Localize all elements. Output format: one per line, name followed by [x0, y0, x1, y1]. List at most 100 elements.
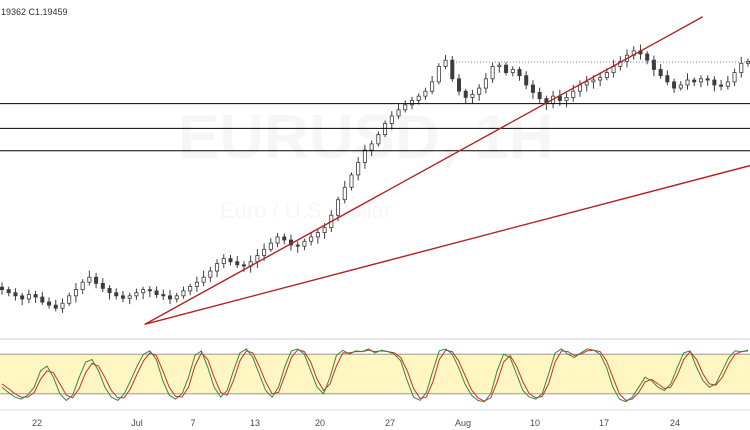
candle-body [26, 294, 31, 300]
candle [255, 249, 260, 268]
time-tick-label: 24 [670, 418, 680, 428]
candle [719, 79, 724, 91]
candle-body [356, 162, 361, 176]
candle-body [100, 283, 105, 289]
candle-body [40, 296, 45, 303]
candle [698, 75, 703, 88]
candle [228, 254, 233, 266]
candle [268, 238, 273, 252]
stoch-band [0, 354, 750, 394]
candle [215, 259, 220, 278]
candle-body [658, 69, 663, 77]
candle-body [208, 270, 213, 278]
candle [87, 270, 92, 286]
candle-body [598, 77, 603, 81]
stoch-d-line [1, 349, 749, 402]
candle-body [504, 64, 509, 73]
candle-body [295, 244, 300, 247]
candle-body [174, 295, 179, 300]
candle [477, 84, 482, 101]
candle-body [141, 289, 146, 294]
candle [174, 292, 179, 303]
time-axis[interactable]: 22 Jul 7 13 20 27 Aug 10 17 24 [0, 409, 750, 428]
candle [443, 55, 448, 70]
candle [309, 231, 314, 246]
candlestick-series [0, 44, 750, 313]
candle-body [33, 294, 38, 298]
candle-body [161, 294, 166, 297]
candle-body [0, 286, 4, 291]
candle-body [430, 81, 435, 92]
candle-body [336, 199, 341, 216]
candle-body [67, 295, 72, 304]
stochastic-pane[interactable] [0, 348, 750, 403]
candle [107, 285, 112, 300]
symbol-watermark: EURUSD, 1H Euro / U.S. Dollar [178, 103, 554, 223]
candle-body [443, 59, 448, 67]
candle [20, 293, 25, 306]
candle-body [537, 92, 542, 100]
candle [403, 100, 408, 113]
candle-body [383, 123, 388, 136]
candle-body [221, 258, 226, 264]
candle [537, 87, 542, 103]
candle [188, 283, 193, 296]
candle-body [665, 75, 670, 83]
candle-body [302, 240, 307, 247]
candle-body [268, 242, 273, 250]
time-tick-label: 20 [315, 418, 325, 428]
candle-body [463, 90, 468, 98]
candle [26, 289, 31, 304]
candle-body [403, 104, 408, 111]
candle-body [315, 232, 320, 238]
candle-body [255, 255, 260, 263]
candle-body [645, 53, 650, 61]
candle-body [524, 75, 529, 86]
candle [584, 75, 589, 92]
candle [665, 70, 670, 86]
time-tick-label: 13 [250, 418, 260, 428]
candle-body [13, 292, 18, 297]
candle [134, 288, 139, 300]
candle-body [604, 72, 609, 78]
candle-body [483, 78, 488, 89]
candle [530, 80, 535, 99]
candle [342, 180, 347, 204]
candle [362, 144, 367, 169]
candle-body [705, 78, 710, 81]
candle-body [725, 81, 730, 87]
candle-body [47, 301, 52, 306]
candle [161, 289, 166, 301]
candle [457, 74, 462, 96]
candle [33, 290, 38, 303]
candle [504, 62, 509, 76]
candle [524, 71, 529, 90]
candle [275, 233, 280, 248]
candle [302, 238, 307, 251]
candle-body [457, 78, 462, 92]
candle-body [188, 286, 193, 292]
candle-body [60, 302, 65, 309]
candle-body [235, 261, 240, 266]
candle-body [564, 96, 569, 101]
candle-body [127, 295, 132, 299]
trendline [144, 164, 750, 326]
time-tick-label: 10 [530, 418, 540, 428]
candle-body [732, 72, 737, 83]
candle [389, 111, 394, 130]
candle-body [409, 100, 414, 106]
candle [725, 75, 730, 90]
candle-body [73, 289, 78, 297]
candle-body [389, 115, 394, 124]
candle-body [342, 186, 347, 201]
candle-body [672, 81, 677, 89]
candle [598, 72, 603, 87]
candle-body [282, 236, 287, 241]
candle [53, 299, 58, 312]
candle-body [87, 276, 92, 283]
candle [658, 64, 663, 79]
time-tick-label: Aug [455, 418, 471, 428]
candle [564, 92, 569, 108]
candle-body [739, 62, 744, 73]
